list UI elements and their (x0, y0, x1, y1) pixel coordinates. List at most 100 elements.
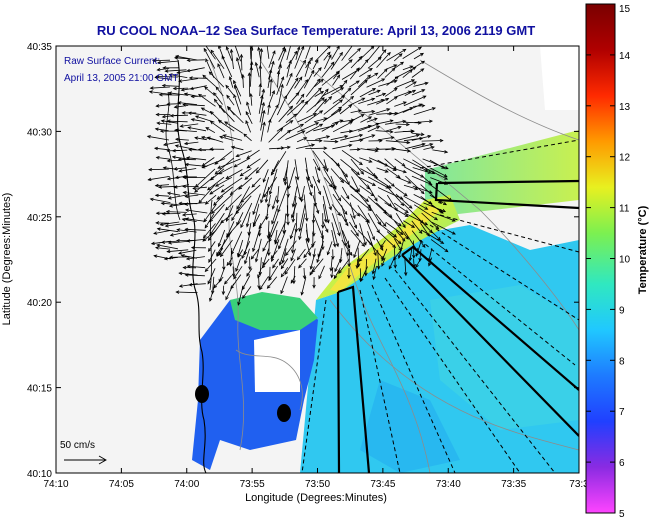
current-vector-head (393, 79, 398, 84)
current-vector (312, 221, 315, 236)
current-vector-head (356, 147, 361, 152)
current-vector (347, 240, 349, 256)
current-vector-head (185, 256, 191, 261)
current-vector (242, 286, 252, 299)
current-vector-head (167, 196, 172, 200)
current-vector (339, 176, 359, 193)
current-vector-head (371, 134, 376, 138)
colorbar-tick-label: 9 (619, 305, 625, 316)
current-vector (358, 134, 375, 141)
current-vector (359, 59, 369, 70)
current-vector (205, 127, 216, 134)
current-vector-head (296, 256, 301, 261)
current-vector (167, 249, 189, 253)
current-vector (276, 95, 287, 116)
current-vector (409, 248, 413, 261)
current-vector-head (405, 122, 411, 127)
current-vector (348, 48, 361, 60)
current-vector (377, 230, 396, 248)
current-vector (193, 186, 207, 189)
current-vector-head (420, 190, 425, 195)
current-vector-head (162, 166, 167, 170)
current-vector (214, 150, 233, 165)
current-vector-head (371, 97, 376, 101)
current-vector-head (334, 121, 339, 126)
current-vector-head (160, 119, 165, 123)
current-vector-head (420, 68, 425, 72)
current-vector (169, 256, 189, 258)
current-vector (378, 80, 397, 87)
current-vector (341, 239, 353, 256)
current-vector (201, 157, 215, 167)
current-vector (218, 120, 235, 132)
current-vector-head (249, 61, 254, 66)
current-vector (210, 121, 226, 133)
current-vector (167, 120, 188, 123)
current-vector-head (368, 67, 373, 72)
current-vector (312, 175, 321, 195)
current-vector-head (187, 111, 192, 116)
current-vector (312, 158, 321, 171)
current-vector (306, 97, 325, 113)
current-vector (205, 194, 217, 205)
current-vector-head (153, 254, 158, 258)
current-vector (350, 80, 368, 96)
current-vector (189, 283, 206, 286)
current-vector-head (248, 266, 252, 271)
current-vector (226, 205, 234, 222)
current-vector-head (249, 66, 254, 71)
current-vector (235, 258, 241, 272)
current-vector (331, 185, 341, 201)
current-vector-head (405, 235, 409, 240)
current-vector (233, 94, 242, 116)
current-vector-head (358, 55, 363, 60)
current-vector (405, 175, 425, 194)
current-vector (261, 258, 270, 269)
current-vector (268, 265, 279, 281)
current-vector (367, 99, 385, 106)
current-vector-head (319, 123, 324, 128)
current-vector (268, 128, 283, 143)
current-vector-head (259, 286, 263, 291)
current-vector-head (155, 156, 160, 160)
current-vector-head (214, 170, 219, 175)
current-vector (219, 136, 234, 141)
y-tick-label: 40:25 (27, 213, 52, 224)
current-vector-head (326, 51, 331, 56)
current-vector (255, 62, 260, 78)
current-vector-head (309, 184, 314, 189)
current-vector-head (218, 104, 223, 109)
current-vector (428, 248, 433, 262)
station-marker-b (277, 404, 291, 422)
current-vector (297, 248, 306, 260)
current-vector (213, 195, 224, 206)
current-vector (218, 105, 235, 123)
current-vectors (146, 46, 456, 306)
current-vector-head (347, 87, 352, 92)
current-vector-head (289, 120, 294, 124)
current-vector-head (358, 161, 363, 166)
current-vector (394, 158, 406, 167)
current-vector-head (406, 140, 411, 145)
current-vector (170, 114, 189, 117)
current-vector-head (273, 239, 278, 244)
current-vector-head (397, 125, 402, 130)
current-vector-head (443, 173, 448, 178)
current-vector (185, 163, 208, 167)
current-vector (169, 203, 188, 207)
current-vector-head (283, 94, 288, 99)
current-vector-head (213, 92, 217, 96)
current-vector-head (387, 51, 391, 56)
current-vector (187, 265, 206, 269)
current-vector-head (153, 231, 158, 235)
current-vector-head (158, 92, 163, 97)
current-vector (394, 101, 407, 107)
current-vector (258, 47, 262, 61)
current-vector-head (268, 118, 272, 123)
current-vector (267, 104, 270, 115)
current-vector-head (356, 188, 360, 193)
current-vector (278, 48, 286, 69)
current-vector (375, 213, 387, 227)
current-vector-head (174, 128, 179, 132)
current-vector-head (245, 110, 249, 116)
